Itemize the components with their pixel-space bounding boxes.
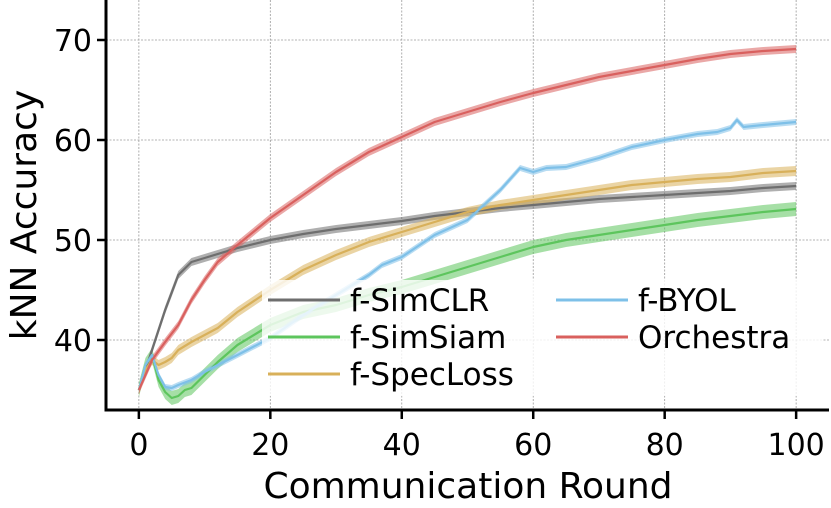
- legend-background: [262, 280, 822, 396]
- y-tick-label-60: 60: [54, 124, 92, 159]
- y-tick-label-50: 50: [54, 224, 92, 259]
- y-tick-label-70: 70: [54, 24, 92, 59]
- x-tick-label-20: 20: [251, 428, 289, 463]
- ticks: 0 20 40 60 80 100 40 50 60 70: [54, 24, 825, 463]
- legend-label-f-simclr: f-SimCLR: [350, 283, 489, 319]
- y-axis-label: kNN Accuracy: [4, 90, 45, 341]
- legend-label-orchestra: Orchestra: [638, 320, 790, 356]
- axes: [104, 0, 829, 412]
- y-tick-label-40: 40: [54, 324, 92, 359]
- series-line-orchestra: [137, 47, 797, 391]
- band-f-simsiam: [138, 202, 797, 405]
- series-line-f-simclr: [137, 184, 797, 391]
- x-tick-label-80: 80: [646, 428, 684, 463]
- x-tick-label-100: 100: [768, 428, 825, 463]
- series-line-f-specloss: [137, 169, 797, 391]
- x-tick-label-60: 60: [514, 428, 552, 463]
- legend-label-f-byol: f-BYOL: [638, 283, 737, 319]
- legend-label-f-simsiam: f-SimSiam: [350, 320, 506, 356]
- x-tick-label-40: 40: [383, 428, 421, 463]
- legend-label-f-specloss: f-SpecLoss: [350, 357, 514, 393]
- series-line-f-byol: [137, 118, 797, 391]
- band-orchestra: [138, 45, 797, 394]
- x-axis-label: Communication Round: [263, 466, 672, 507]
- x-tick-label-0: 0: [129, 428, 148, 463]
